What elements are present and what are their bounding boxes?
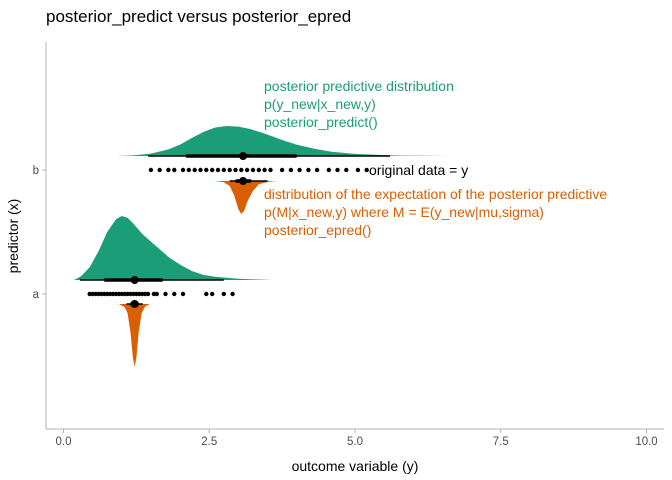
data-point-b-24 [314, 167, 320, 173]
x-tick-label-3: 7.5 [493, 436, 509, 448]
annotation-posterior_predict-line-2: posterior_predict() [264, 114, 378, 130]
data-point-b-21 [288, 167, 294, 173]
predict-density-b [116, 126, 449, 156]
data-point-a-22 [154, 291, 159, 297]
x-tick-label-0: 0.0 [55, 436, 71, 448]
data-point-a-27 [210, 291, 215, 297]
annotation-posterior_epred-line-1: p(M|x_new,y) where M = E(y_new|mu,sigma) [264, 204, 544, 220]
data-point-b-10 [215, 167, 221, 173]
data-point-b-12 [227, 167, 232, 173]
chart-marks [74, 126, 449, 367]
predict-median-b [239, 152, 248, 160]
data-point-a-23 [163, 291, 168, 297]
data-point-b-19 [268, 167, 273, 173]
data-point-b-29 [364, 167, 369, 173]
data-point-a-29 [230, 291, 235, 297]
data-point-b-5 [186, 167, 191, 173]
data-point-a-28 [221, 291, 226, 297]
data-point-b-28 [355, 167, 361, 173]
y-tick-label-a: a [33, 289, 40, 301]
data-point-a-25 [180, 291, 186, 297]
annotation-original_data-line-0: original data = y [369, 162, 468, 178]
data-point-b-1 [157, 167, 162, 173]
data-point-b-0 [148, 167, 154, 173]
predict-median-a [130, 276, 139, 284]
data-point-b-3 [172, 167, 177, 173]
data-point-b-6 [192, 167, 197, 173]
x-axis-ticks: 0.0 2.5 5.0 7.5 10.0 [55, 429, 658, 448]
data-point-b-25 [326, 167, 331, 173]
epred-median-a [130, 300, 139, 308]
data-point-b-18 [262, 167, 267, 173]
data-point-b-23 [306, 167, 311, 173]
chart-title: posterior_predict versus posterior_epred [46, 7, 351, 26]
y-axis-ticks: ab [33, 165, 46, 301]
epred-density-a [118, 304, 150, 367]
x-axis-title: outcome variable (y) [292, 458, 419, 474]
data-point-a-24 [172, 291, 177, 297]
data-point-b-8 [204, 167, 209, 173]
y-axis-title: predictor (x) [5, 199, 21, 274]
data-point-b-16 [250, 167, 256, 173]
data-point-b-27 [344, 167, 349, 173]
data-point-b-4 [180, 167, 186, 173]
x-tick-label-4: 10.0 [635, 436, 657, 448]
group-a [74, 216, 273, 367]
data-point-b-9 [210, 167, 215, 173]
data-point-a-26 [204, 291, 209, 297]
annotation-posterior_predict-line-1: p(y_new|x_new,y) [264, 96, 376, 112]
data-point-b-15 [244, 167, 250, 173]
data-point-b-13 [233, 167, 238, 173]
data-point-b-11 [221, 167, 226, 173]
data-point-b-26 [335, 167, 340, 173]
data-point-b-14 [239, 167, 244, 173]
epred-density-b [215, 181, 277, 214]
data-point-b-20 [279, 167, 285, 173]
data-point-a-20 [145, 291, 151, 297]
annotation-posterior_epred-line-0: distribution of the expectation of the p… [264, 186, 607, 202]
data-point-b-22 [297, 167, 302, 173]
epred-median-b [239, 177, 248, 185]
y-tick-label-b: b [33, 165, 39, 177]
annotations: posterior predictive distribution p(y_new… [264, 78, 607, 238]
predict-density-a [74, 216, 273, 280]
data-point-b-17 [256, 167, 261, 173]
data-point-b-2 [166, 167, 171, 173]
annotation-posterior_epred-line-2: posterior_epred() [264, 222, 371, 238]
annotation-posterior_predict-line-0: posterior predictive distribution [264, 78, 454, 94]
group-b [116, 126, 449, 214]
x-tick-label-1: 2.5 [201, 436, 217, 448]
data-point-b-7 [198, 167, 203, 173]
x-tick-label-2: 5.0 [347, 436, 363, 448]
